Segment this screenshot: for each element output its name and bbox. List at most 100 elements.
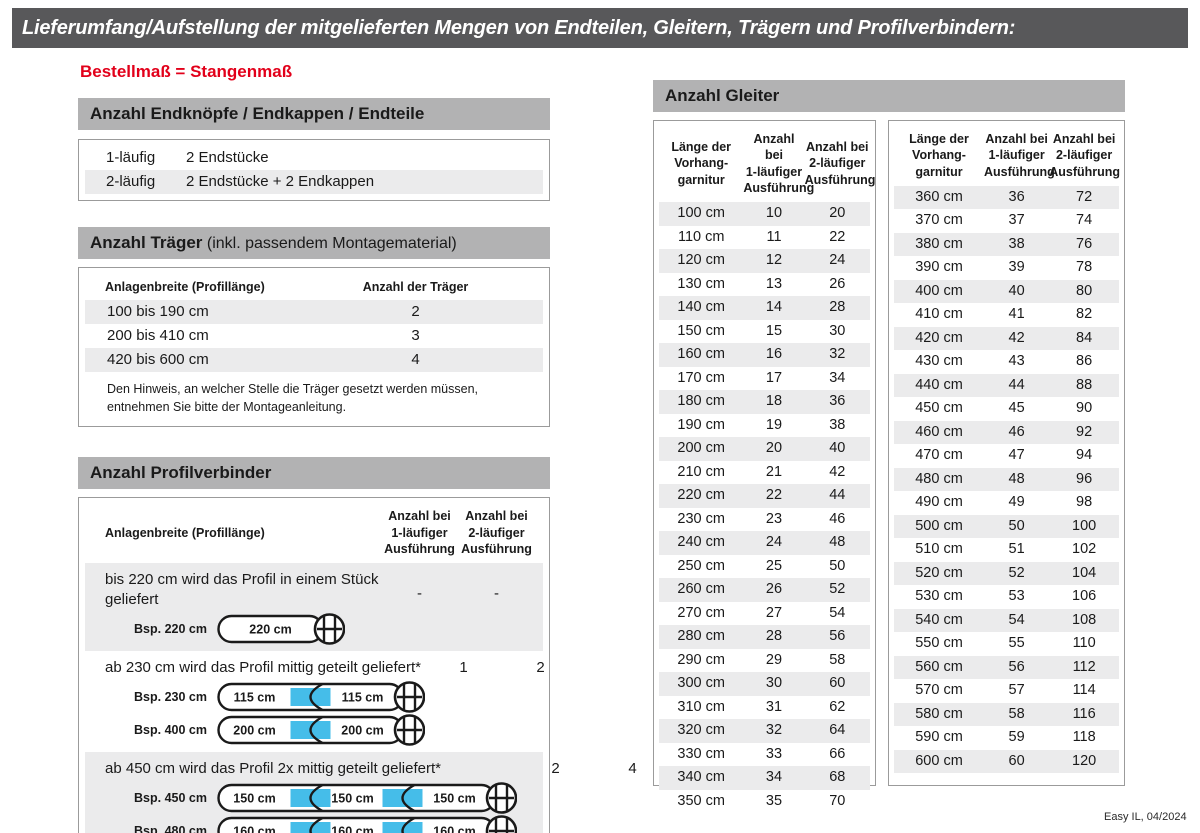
svg-text:115 cm: 115 cm xyxy=(342,690,384,704)
profilverbinder-table: Anlagenbreite (Profillänge) Anzahl bei 1… xyxy=(78,497,637,833)
gleiter-table-2: Länge der Vorhang-garnitur Anzahl bei 1-läu… xyxy=(888,120,1125,786)
count-1-run-cell: 40 xyxy=(1008,282,1025,299)
count-2-run-cell: 102 xyxy=(1072,541,1097,558)
count-1-run-cell: 11 xyxy=(766,228,782,245)
gleiter-row: 570 cm 57 114 xyxy=(894,679,1119,703)
run-value: 2 Endstücke xyxy=(186,149,269,166)
col-header-count: Anzahl der Träger xyxy=(362,280,469,294)
gleiter-row: 390 cm 39 78 xyxy=(894,256,1119,280)
table-header-row: Anlagenbreite (Profillänge) Anzahl der T… xyxy=(85,274,543,300)
length-cell: 430 cm xyxy=(915,353,963,370)
gleiter-row: 460 cm 46 92 xyxy=(894,420,1119,445)
length-cell: 370 cm xyxy=(915,212,963,229)
count-2-run-cell: 46 xyxy=(829,510,846,527)
table-row: 2-läufig 2 Endstücke + 2 Endkappen xyxy=(85,170,543,194)
length-cell: 380 cm xyxy=(915,235,963,252)
profile-rod-diagram: 115 cm 115 cm xyxy=(217,680,425,713)
profile-rod-diagram: 200 cm 200 cm xyxy=(217,713,425,746)
count-2-run-cell: 30 xyxy=(829,322,846,339)
section-header-profilverbinder: Anzahl Profilverbinder xyxy=(78,457,550,490)
gleiter-col-header: Anzahl bei 1-läufiger Ausführung xyxy=(984,132,1055,179)
count-1-run-cell: 46 xyxy=(1008,423,1025,440)
left-column: Bestellmaß = Stangenmaß Anzahl Endknöpfe… xyxy=(78,60,637,833)
gleiter-row: 180 cm 18 36 xyxy=(659,390,870,414)
count-2-run: - xyxy=(494,585,499,602)
length-cell: 490 cm xyxy=(915,494,963,511)
length-cell: 260 cm xyxy=(677,581,725,597)
gleiter-row: 300 cm 30 60 xyxy=(659,672,870,696)
count-1-run-cell: 34 xyxy=(765,769,783,785)
example-label: Bsp. 220 cm xyxy=(134,621,207,636)
section-subtitle-traeger: (inkl. passendem Montagematerial) xyxy=(202,235,457,252)
length-cell: 340 cm xyxy=(677,769,725,785)
table-body: 100 cm 10 20 110 cm 11 22 120 cm 12 24 130 cm 13 26… xyxy=(659,202,870,813)
count-1-run-cell: 49 xyxy=(1008,494,1025,511)
table-row: 200 bis 410 cm 3 xyxy=(85,324,543,348)
count-2-run-cell: 48 xyxy=(829,534,846,550)
document-footer: Easy IL, 04/2024 xyxy=(1104,811,1187,823)
gleiter-row: 230 cm 23 46 xyxy=(659,508,870,532)
table-row: 1-läufig 2 Endstücke xyxy=(85,146,543,170)
band-text: ab 450 cm wird das Profil 2x mittig gete… xyxy=(105,760,441,777)
count-1-run-cell: 50 xyxy=(1008,517,1025,534)
count-2-run-cell: 62 xyxy=(829,698,846,715)
count-1-run-cell: 44 xyxy=(1008,376,1025,393)
gleiter-row: 430 cm 43 86 xyxy=(894,350,1119,374)
profile-example: Bsp. 220 cm 220 cm xyxy=(123,612,381,645)
count-2-run-cell: 22 xyxy=(829,228,846,245)
run-label: 1-läufig xyxy=(106,149,156,166)
count-2-run-cell: 112 xyxy=(1072,658,1096,675)
count-1-run-cell: 59 xyxy=(1008,729,1025,746)
length-cell: 450 cm xyxy=(915,400,963,417)
count-1-run-cell: 27 xyxy=(765,604,783,621)
gleiter-row: 580 cm 58 116 xyxy=(894,702,1119,727)
gleiter-row: 310 cm 31 62 xyxy=(659,696,870,720)
length-cell: 360 cm xyxy=(915,188,963,205)
profile-example: Bsp. 400 cm 200 cm 200 cm xyxy=(123,713,425,746)
length-cell: 140 cm xyxy=(677,299,725,315)
length-cell: 480 cm xyxy=(915,470,963,487)
count-1-run-cell: 12 xyxy=(765,252,783,268)
section-header-endteile: Anzahl Endknöpfe / Endkappen / Endteile xyxy=(78,98,550,130)
section-title-endteile: Anzahl Endknöpfe / Endkappen / Endteile xyxy=(90,104,425,123)
svg-text:160 cm: 160 cm xyxy=(233,824,275,833)
endteile-table: 1-läufig 2 Endstücke 2-läufig 2 Endstück… xyxy=(78,139,550,201)
count-1-run: - xyxy=(417,585,422,602)
svg-text:160 cm: 160 cm xyxy=(331,824,373,833)
gleiter-row: 600 cm 60 120 xyxy=(894,749,1119,774)
width-range: 420 bis 600 cm xyxy=(107,351,209,368)
length-cell: 550 cm xyxy=(915,635,963,652)
length-cell: 240 cm xyxy=(677,534,725,550)
count-2-run-cell: 42 xyxy=(829,463,846,480)
length-cell: 440 cm xyxy=(915,376,963,393)
table-row: 420 bis 600 cm 4 xyxy=(85,348,543,372)
gleiter-col-header: Länge der Vorhang-garnitur xyxy=(671,140,732,187)
svg-text:150 cm: 150 cm xyxy=(331,791,373,805)
length-cell: 350 cm xyxy=(677,792,725,809)
gleiter-row: 190 cm 19 38 xyxy=(659,414,870,438)
gleiter-row: 360 cm 36 72 xyxy=(894,185,1119,210)
gleiter-row: 590 cm 59 118 xyxy=(894,726,1119,750)
count-2-run-cell: 64 xyxy=(829,722,846,738)
count-1-run: 1 xyxy=(459,659,468,676)
section-header-gleiter: Anzahl Gleiter xyxy=(653,80,1125,112)
profile-example: Bsp. 480 cm 160 cm 160 cm 160 cm xyxy=(123,814,517,833)
count-2-run-cell: 110 xyxy=(1072,635,1096,652)
profile-example: Bsp. 450 cm 150 cm 150 cm 150 cm xyxy=(123,781,517,814)
band-text: ab 230 cm wird das Profil mittig geteilt… xyxy=(105,659,421,676)
count-1-run-cell: 23 xyxy=(765,510,783,527)
length-cell: 420 cm xyxy=(915,329,963,346)
count-2-run: 2 xyxy=(536,659,545,676)
count-2-run-cell: 116 xyxy=(1072,705,1096,722)
count-1-run-cell: 60 xyxy=(1008,752,1025,769)
length-cell: 120 cm xyxy=(677,252,725,268)
width-range: 100 bis 190 cm xyxy=(107,303,209,320)
section-title-traeger: Anzahl Träger xyxy=(90,233,203,252)
length-cell: 570 cm xyxy=(915,682,963,699)
count-2-run-cell: 96 xyxy=(1076,470,1093,487)
gleiter-row: 320 cm 32 64 xyxy=(659,719,870,743)
gleiter-row: 480 cm 48 96 xyxy=(894,467,1119,492)
table-header-row: Länge der Vorhang-garnitur Anzahl bei 1-läu… xyxy=(894,126,1120,186)
gleiter-row: 240 cm 24 48 xyxy=(659,531,870,555)
count-2-run-cell: 40 xyxy=(829,440,846,456)
